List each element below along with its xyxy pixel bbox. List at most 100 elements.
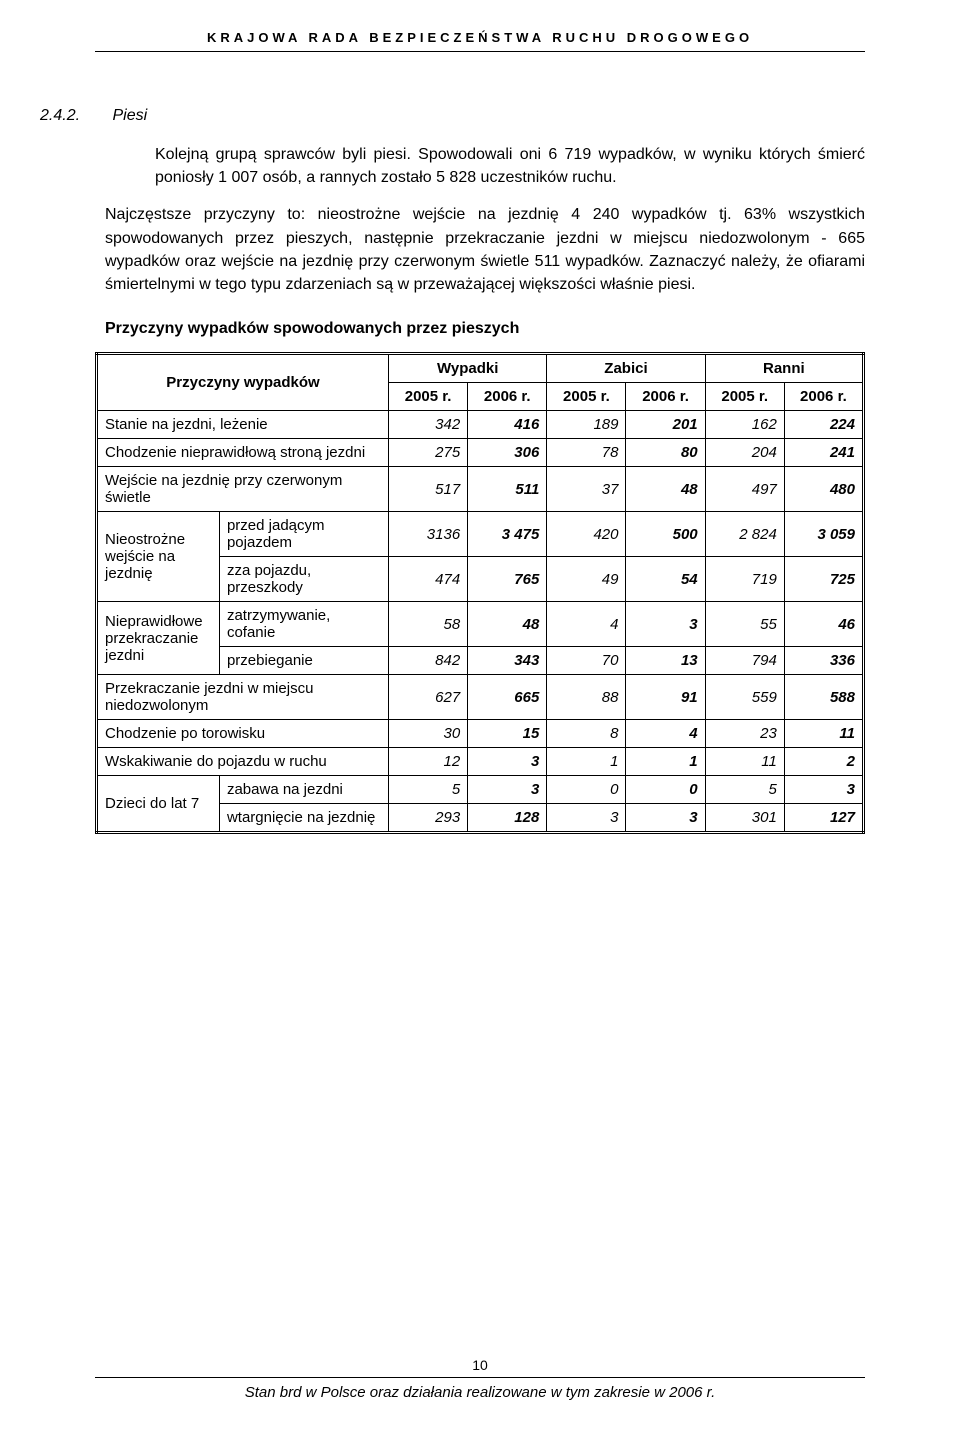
cell: 2 — [784, 748, 863, 776]
th-killed: Zabici — [547, 354, 705, 383]
cell: 91 — [626, 675, 705, 720]
cell: 162 — [705, 411, 784, 439]
cell: 336 — [784, 647, 863, 675]
cell: 189 — [547, 411, 626, 439]
cell: 48 — [468, 602, 547, 647]
cell: 11 — [705, 748, 784, 776]
cell: 30 — [389, 720, 468, 748]
table-row: Wejście na jezdnię przy czerwonym świetl… — [97, 467, 864, 512]
cell: 3 — [626, 602, 705, 647]
cell: 15 — [468, 720, 547, 748]
cell: 719 — [705, 557, 784, 602]
cell: 1 — [547, 748, 626, 776]
paragraph-1: Kolejną grupą sprawców byli piesi. Spowo… — [105, 143, 865, 189]
th-2005-3: 2005 r. — [705, 383, 784, 411]
paragraph-2: Najczęstsze przyczyny to: nieostrożne we… — [105, 203, 865, 296]
section-number: 2.4.2. — [40, 107, 80, 124]
th-accidents: Wypadki — [389, 354, 547, 383]
cell: 54 — [626, 557, 705, 602]
cell: 70 — [547, 647, 626, 675]
th-2005-1: 2005 r. — [389, 383, 468, 411]
cell: 301 — [705, 804, 784, 833]
cell: 13 — [626, 647, 705, 675]
cell: 23 — [705, 720, 784, 748]
cell: 8 — [547, 720, 626, 748]
th-2006-2: 2006 r. — [626, 383, 705, 411]
cell: 588 — [784, 675, 863, 720]
cell: 78 — [547, 439, 626, 467]
cell: 842 — [389, 647, 468, 675]
table-row: Nieostrożne wejście na jezdnię przed jad… — [97, 512, 864, 557]
cell: 11 — [784, 720, 863, 748]
cell: 204 — [705, 439, 784, 467]
cell: 665 — [468, 675, 547, 720]
cell: 3 475 — [468, 512, 547, 557]
cell: 293 — [389, 804, 468, 833]
table-row: Chodzenie nieprawidłową stroną jezdni 27… — [97, 439, 864, 467]
table-row: Wskakiwanie do pojazdu w ruchu 12 3 1 1 … — [97, 748, 864, 776]
cell: 3 — [468, 776, 547, 804]
cell: 5 — [705, 776, 784, 804]
cell-sublabel: zabawa na jezdni — [219, 776, 388, 804]
table-row: Chodzenie po torowisku 30 15 8 4 23 11 — [97, 720, 864, 748]
cell: 306 — [468, 439, 547, 467]
cell-sublabel: zatrzymywanie, cofanie — [219, 602, 388, 647]
cell: 416 — [468, 411, 547, 439]
table-row: Przekraczanie jezdni w miejscu niedozwol… — [97, 675, 864, 720]
cell: 5 — [389, 776, 468, 804]
table-title: Przyczyny wypadków spowodowanych przez p… — [105, 320, 865, 338]
cell: 3136 — [389, 512, 468, 557]
cell-sublabel: przebieganie — [219, 647, 388, 675]
cell: 48 — [626, 467, 705, 512]
cell: 49 — [547, 557, 626, 602]
cell: 3 — [547, 804, 626, 833]
th-injured: Ranni — [705, 354, 863, 383]
cell: 46 — [784, 602, 863, 647]
section-title: Piesi — [112, 107, 147, 124]
th-2006-1: 2006 r. — [468, 383, 547, 411]
cell-group-label: Nieprawidłowe przekraczanie jezdni — [97, 602, 220, 675]
cell-label: Chodzenie nieprawidłową stroną jezdni — [97, 439, 389, 467]
cell: 497 — [705, 467, 784, 512]
cell-sublabel: zza pojazdu, przeszkody — [219, 557, 388, 602]
cell: 4 — [626, 720, 705, 748]
cell: 2 824 — [705, 512, 784, 557]
cell: 343 — [468, 647, 547, 675]
cell: 420 — [547, 512, 626, 557]
cell: 627 — [389, 675, 468, 720]
cell: 1 — [626, 748, 705, 776]
cell: 0 — [547, 776, 626, 804]
cell: 3 — [468, 748, 547, 776]
causes-table: Przyczyny wypadków Wypadki Zabici Ranni … — [95, 352, 865, 834]
page-footer: 10 Stan brd w Polsce oraz działania real… — [95, 1357, 865, 1401]
cell: 201 — [626, 411, 705, 439]
header-rule — [95, 51, 865, 52]
cell: 3 — [626, 804, 705, 833]
cell: 474 — [389, 557, 468, 602]
footer-text: Stan brd w Polsce oraz działania realizo… — [95, 1384, 865, 1401]
table-row: Nieprawidłowe przekraczanie jezdni zatrz… — [97, 602, 864, 647]
cell-label: Stanie na jezdni, leżenie — [97, 411, 389, 439]
cell: 559 — [705, 675, 784, 720]
cell: 12 — [389, 748, 468, 776]
cell: 500 — [626, 512, 705, 557]
table-row: Dzieci do lat 7 zabawa na jezdni 5 3 0 0… — [97, 776, 864, 804]
th-2006-3: 2006 r. — [784, 383, 863, 411]
cell: 224 — [784, 411, 863, 439]
cell: 3 — [784, 776, 863, 804]
cell: 342 — [389, 411, 468, 439]
cell: 480 — [784, 467, 863, 512]
cell-label: Chodzenie po torowisku — [97, 720, 389, 748]
table-head-row-1: Przyczyny wypadków Wypadki Zabici Ranni — [97, 354, 864, 383]
footer-rule — [95, 1377, 865, 1378]
cell-sublabel: przed jadącym pojazdem — [219, 512, 388, 557]
cell: 725 — [784, 557, 863, 602]
cell: 511 — [468, 467, 547, 512]
cell: 517 — [389, 467, 468, 512]
cell: 275 — [389, 439, 468, 467]
th-2005-2: 2005 r. — [547, 383, 626, 411]
cell: 4 — [547, 602, 626, 647]
cell: 55 — [705, 602, 784, 647]
cell: 127 — [784, 804, 863, 833]
cell-label: Wskakiwanie do pojazdu w ruchu — [97, 748, 389, 776]
